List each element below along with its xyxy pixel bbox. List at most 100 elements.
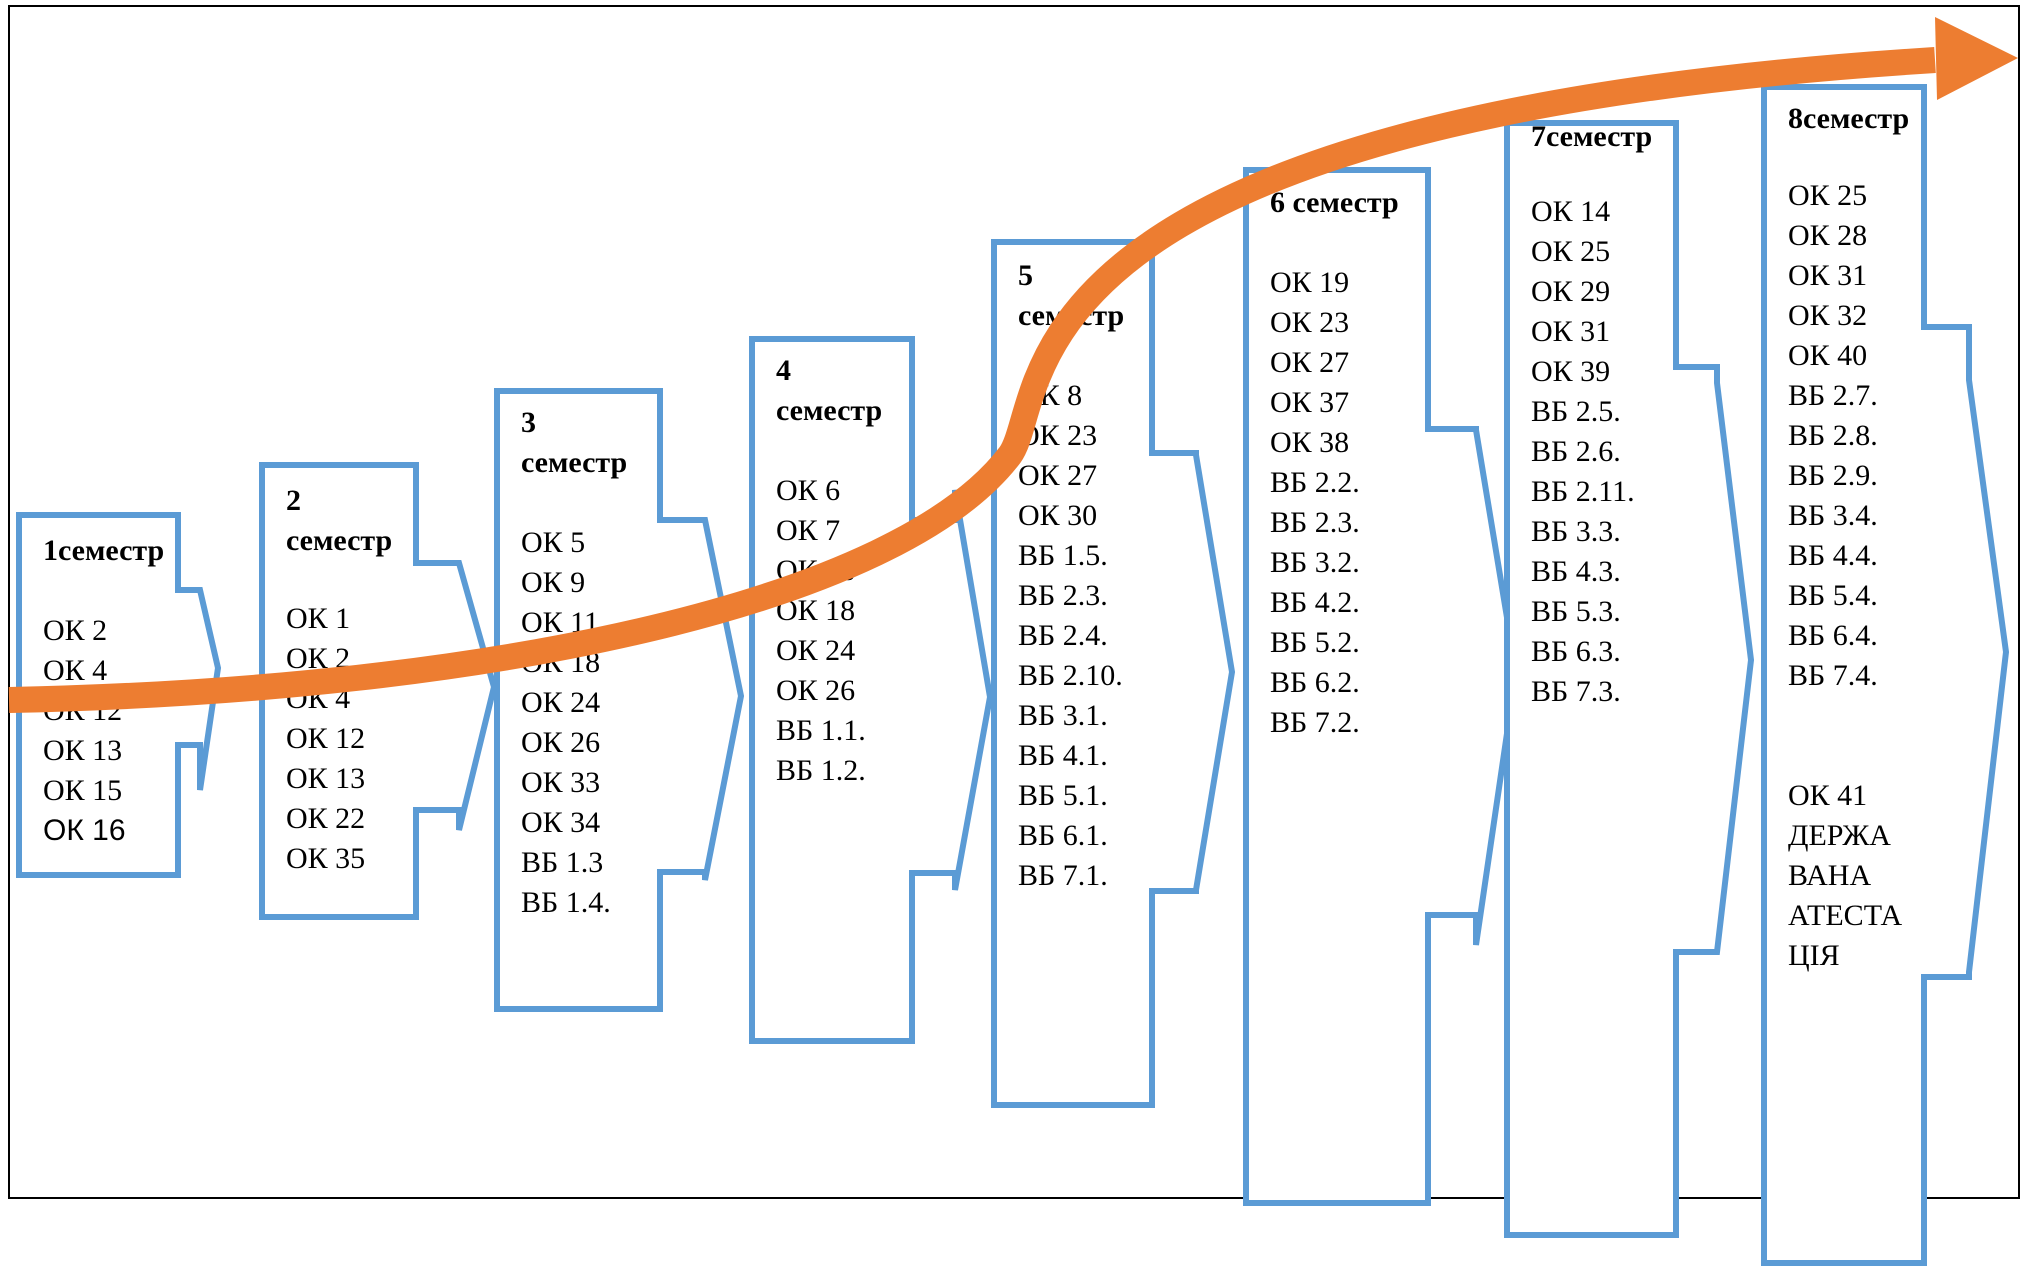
course-code: ВБ 3.2. — [1270, 546, 1360, 579]
course-code: ОК 9 — [521, 566, 585, 599]
course-code: ОК 31 — [1788, 259, 1867, 292]
course-code: ВБ 2.9. — [1788, 459, 1878, 492]
semester-title: семестр — [521, 446, 627, 479]
course-code: ВБ 4.1. — [1018, 739, 1108, 772]
semester-title: семестр — [776, 394, 882, 427]
semester-title: 4 — [776, 354, 791, 387]
semester-arrow-shape — [1504, 120, 1755, 1238]
course-code: ОК 29 — [1531, 275, 1610, 308]
course-code: ОК 12 — [286, 722, 365, 755]
semester-block: 7семестр ОК 14 ОК 25 ОК 29 ОК 31 ОК 39 ВБ 2.5.… — [1504, 120, 1755, 1238]
semester-title: 7семестр — [1531, 120, 1652, 153]
course-code: ОК 5 — [521, 526, 585, 559]
course-code: ВБ 1.4. — [521, 886, 611, 919]
course-code: ВБ 1.3 — [521, 846, 603, 879]
course-code: ОК 34 — [521, 806, 600, 839]
course-code: ОК 26 — [776, 674, 855, 707]
semester-arrow-shape — [749, 336, 994, 1044]
course-code: ВБ 3.1. — [1018, 699, 1108, 732]
course-code: ЦІЯ — [1788, 939, 1840, 972]
course-code: ВБ 2.8. — [1788, 419, 1878, 452]
course-code: ОК 31 — [1531, 315, 1610, 348]
semester-title: 1семестр — [43, 534, 164, 567]
course-code: ВБ 2.4. — [1018, 619, 1108, 652]
course-code: ВБ 5.2. — [1270, 626, 1360, 659]
course-code: ОК 38 — [1270, 426, 1349, 459]
course-code: ВБ 2.6. — [1531, 435, 1621, 468]
course-code: ОК 2 — [43, 614, 107, 647]
course-code: ВБ 2.3. — [1018, 579, 1108, 612]
course-code: ОК 22 — [286, 802, 365, 835]
course-code: ДЕРЖА — [1788, 819, 1891, 852]
course-code: ВБ 6.3. — [1531, 635, 1621, 668]
course-code: ВБ 1.2. — [776, 754, 866, 787]
course-code: ОК 28 — [1788, 219, 1867, 252]
semester-arrow-shape — [259, 462, 498, 920]
course-code: ВБ 6.2. — [1270, 666, 1360, 699]
course-code: ВБ 5.3. — [1531, 595, 1621, 628]
semester-title: 2 — [286, 484, 301, 517]
trend-arrow-curve — [8, 47, 1936, 713]
diagram-frame — [8, 5, 2020, 1199]
semester-title: 8семестр — [1788, 102, 1909, 135]
course-code: ОК 27 — [1018, 459, 1097, 492]
semester-block: 8семестр ОК 25 ОК 28 ОК 31 ОК 32 ОК 40 ВБ 2.7.… — [1761, 84, 2010, 1266]
course-code: ВБ 2.3. — [1270, 506, 1360, 539]
course-code: ОК 33 — [521, 766, 600, 799]
course-code: ОК 32 — [1788, 299, 1867, 332]
course-code: ВБ 1.1. — [776, 714, 866, 747]
course-code: ОК 39 — [1531, 355, 1610, 388]
course-code: ВБ 3.3. — [1531, 515, 1621, 548]
course-code: ВБ 2.7. — [1788, 379, 1878, 412]
semester-title: 3 — [521, 406, 536, 439]
course-code: ВБ 2.11. — [1531, 475, 1635, 508]
course-code: ОК 24 — [521, 686, 600, 719]
course-code: ОК 24 — [776, 634, 855, 667]
semester-title: 6 семестр — [1270, 186, 1399, 219]
course-code: ОК 40 — [1788, 339, 1867, 372]
course-code: ОК 25 — [1531, 235, 1610, 268]
semester-arrow-shape — [1761, 84, 2010, 1266]
course-code: ВБ 7.4. — [1788, 659, 1878, 692]
course-code: ВБ 5.4. — [1788, 579, 1878, 612]
course-code: ОК 25 — [1788, 179, 1867, 212]
course-code: ОК 1 — [286, 602, 350, 635]
progress-trend-arrow — [8, 17, 2018, 713]
course-code: ОК 37 — [1270, 386, 1349, 419]
semester-arrow-shape — [991, 239, 1236, 1108]
course-code: ВБ 5.1. — [1018, 779, 1108, 812]
course-code: ОК 13 — [43, 734, 122, 767]
course-code: ОК 27 — [1270, 346, 1349, 379]
course-code: ВАНА — [1788, 859, 1871, 892]
course-code: ВБ 4.3. — [1531, 555, 1621, 588]
semester-block: 6 семестр ОК 19 ОК 23 ОК 27 ОК 37 ОК 38 ВБ 2.2… — [1243, 167, 1520, 1206]
course-code: ОК 15 — [43, 774, 122, 807]
course-code: ВБ 6.4. — [1788, 619, 1878, 652]
course-code: ВБ 7.2. — [1270, 706, 1360, 739]
course-code: ВБ 3.4. — [1788, 499, 1878, 532]
course-code: ВБ 4.2. — [1270, 586, 1360, 619]
course-code: ВБ 7.1. — [1018, 859, 1108, 892]
course-code: ВБ 1.5. — [1018, 539, 1108, 572]
semester-arrow-shape — [1243, 167, 1520, 1206]
course-code: ВБ 4.4. — [1788, 539, 1878, 572]
course-code: ОК 13 — [286, 762, 365, 795]
course-code: ВБ 6.1. — [1018, 819, 1108, 852]
course-code: ОК 7 — [776, 514, 840, 547]
course-code: ОК 16 — [43, 814, 126, 847]
course-code: АТЕСТА — [1788, 899, 1903, 932]
course-code: ОК 4 — [43, 654, 107, 687]
course-code: ОК 41 — [1788, 779, 1867, 812]
course-code: ВБ 2.2. — [1270, 466, 1360, 499]
course-code: ВБ 7.3. — [1531, 675, 1621, 708]
trend-arrow-head — [1935, 17, 2018, 100]
course-code: ВБ 2.5. — [1531, 395, 1621, 428]
semester-title: 5 — [1018, 259, 1033, 292]
semester-arrow-shape — [494, 388, 745, 1012]
